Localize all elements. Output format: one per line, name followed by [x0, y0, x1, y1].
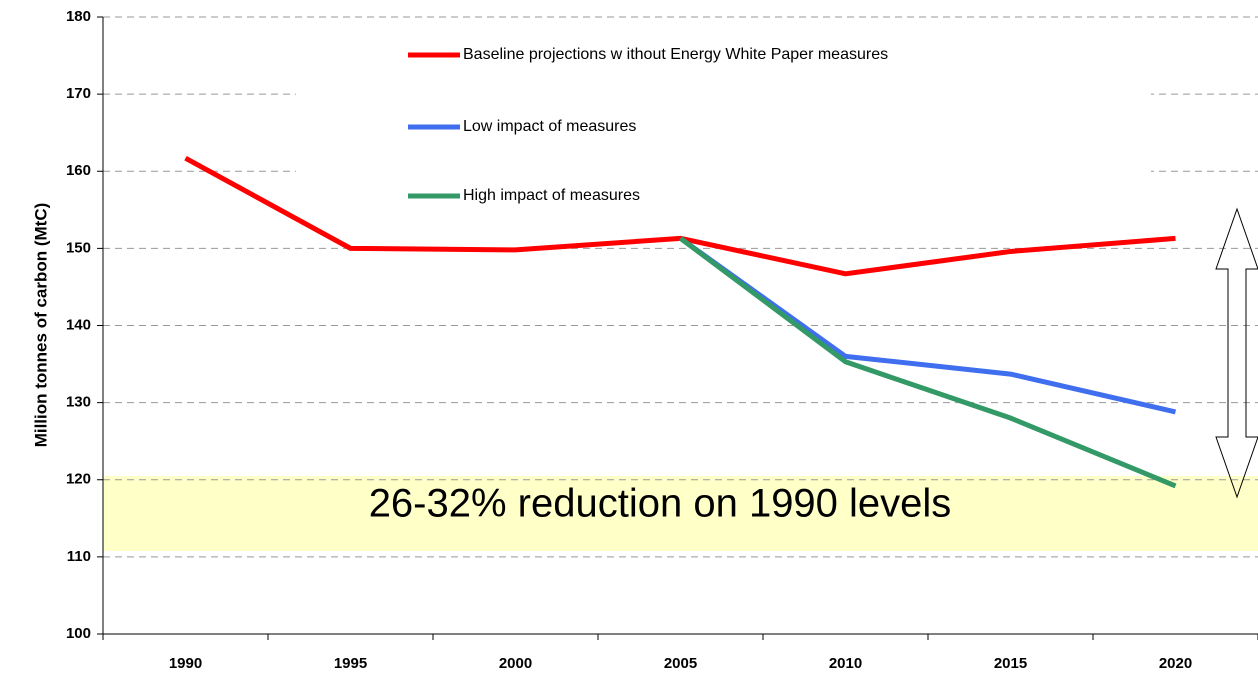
series-line: [679, 236, 1177, 489]
y-tick-label: 160: [66, 162, 91, 179]
legend-label: High impact of measures: [463, 187, 640, 204]
y-tick-label: 120: [66, 471, 91, 488]
double-arrow: [1215, 207, 1258, 499]
y-tick-label: 140: [66, 316, 91, 333]
y-axis-title: Million tonnes of carbon (MtC): [31, 203, 50, 448]
x-tick-label: 1995: [334, 655, 367, 672]
x-tick-label: 2015: [994, 655, 1027, 672]
x-tick-label: 2000: [499, 655, 532, 672]
y-tick-label: 110: [67, 548, 91, 565]
x-tick-label: 2010: [829, 655, 862, 672]
legend-label: Baseline projections w ithout Energy Whi…: [463, 46, 888, 63]
y-tick-label: 130: [66, 394, 91, 411]
y-tick-label: 170: [66, 85, 91, 102]
annotation: 26-32% reduction on 1990 levels: [369, 482, 952, 526]
legend-label: Low impact of measures: [463, 118, 636, 135]
y-tick-label: 100: [66, 625, 91, 642]
y-tick-label: 180: [66, 8, 91, 25]
x-tick-label: 2005: [664, 655, 697, 672]
y-tick-label: 150: [66, 239, 91, 256]
x-tick-label: 1990: [169, 655, 202, 672]
x-tick-label: 2020: [1159, 655, 1192, 672]
reduction-band: [103, 476, 1258, 551]
